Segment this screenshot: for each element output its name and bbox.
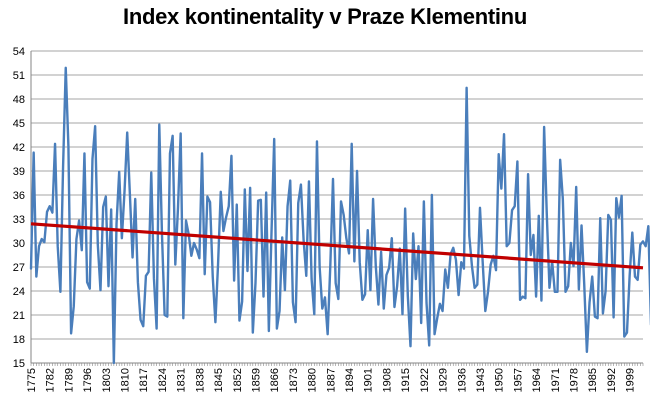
chart-title: Index kontinentality v Praze Klementinu [123, 4, 527, 29]
series-layer [29, 66, 650, 365]
y-tick-label: 18 [13, 334, 25, 346]
y-tick-label: 21 [13, 310, 25, 322]
x-tick-label: 1845 [213, 368, 225, 392]
x-tick-label: 1782 [45, 368, 57, 392]
trend-line [30, 222, 644, 270]
x-tick-label: 1887 [325, 368, 337, 392]
x-tick-label: 1873 [288, 368, 300, 392]
y-tick-label: 15 [13, 358, 25, 370]
gridlines [31, 50, 643, 364]
x-tick-label: 1817 [138, 368, 150, 392]
x-tick-label: 1824 [157, 368, 169, 392]
x-tick-label: 1775 [26, 368, 38, 392]
x-tick-label: 1803 [101, 368, 113, 392]
y-axis: 15 18 21 24 27 30 33 36 39 42 45 48 51 54 [13, 46, 32, 370]
y-tick-label: 48 [13, 94, 25, 106]
x-axis: 1775 1782 1789 1796 1803 1810 1817 1824 1831 1838… [26, 362, 644, 392]
x-tick-label: 1838 [194, 368, 206, 392]
data-points [30, 67, 649, 364]
x-tick-label: 1852 [232, 368, 244, 392]
x-tick-label: 1992 [606, 368, 618, 392]
y-tick-label: 51 [13, 70, 25, 82]
y-tick-label: 39 [13, 166, 25, 178]
x-tick-label: 1901 [363, 368, 375, 392]
x-tick-label: 1915 [400, 368, 412, 392]
x-tick-label: 1908 [381, 368, 393, 392]
y-tick-label: 27 [13, 262, 25, 274]
y-tick-label: 33 [13, 214, 25, 226]
x-tick-label: 1978 [569, 368, 581, 392]
y-tick-label: 42 [13, 142, 25, 154]
x-tick-label: 1789 [63, 368, 75, 392]
x-tick-label: 1985 [587, 368, 599, 392]
y-tick-label: 54 [13, 46, 25, 58]
y-tick-label: 30 [13, 238, 25, 250]
x-tick-label: 1929 [438, 368, 450, 392]
x-tick-label: 1922 [419, 368, 431, 392]
x-tick-label: 1880 [307, 368, 319, 392]
x-tick-label: 1957 [512, 368, 524, 392]
series-line-index [29, 66, 650, 365]
x-tick-label: 1831 [176, 368, 188, 392]
x-tick-label: 1950 [494, 368, 506, 392]
x-tick-label: 1936 [456, 368, 468, 392]
x-tick-label: 1796 [82, 368, 94, 392]
x-tick-label: 1866 [269, 368, 281, 392]
x-tick-label: 1894 [344, 368, 356, 392]
x-tick-label: 1943 [475, 368, 487, 392]
x-tick-label: 1999 [625, 368, 637, 392]
x-tick-label: 1859 [250, 368, 262, 392]
y-tick-label: 45 [13, 118, 25, 130]
x-tick-label: 1810 [120, 368, 132, 392]
y-tick-label: 24 [13, 286, 25, 298]
y-tick-label: 36 [13, 190, 25, 202]
x-tick-label: 1964 [531, 368, 543, 392]
x-tick-label: 1971 [550, 368, 562, 392]
